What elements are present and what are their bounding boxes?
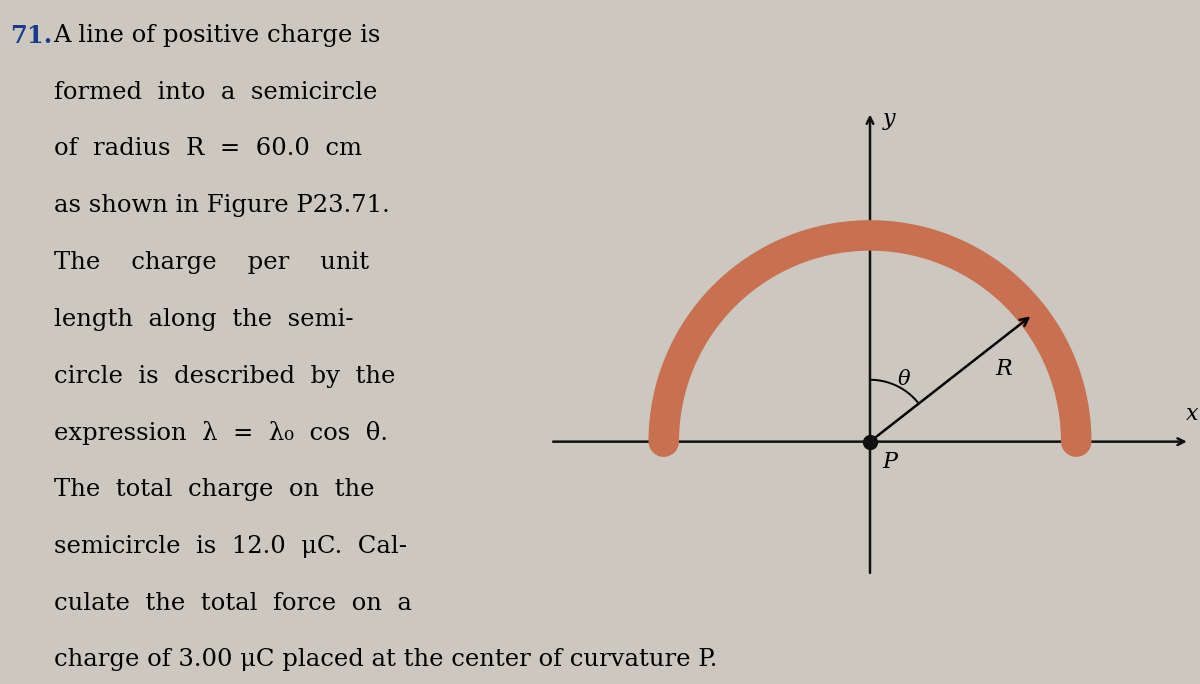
Text: A line of positive charge is: A line of positive charge is xyxy=(54,24,380,47)
Text: θ: θ xyxy=(898,370,911,389)
Text: circle  is  described  by  the: circle is described by the xyxy=(54,365,395,388)
Text: semicircle  is  12.0  μC.  Cal-: semicircle is 12.0 μC. Cal- xyxy=(54,535,407,558)
Text: P: P xyxy=(882,451,898,473)
Text: as shown in Figure P23.71.: as shown in Figure P23.71. xyxy=(54,194,389,218)
Text: expression  λ  =  λ₀  cos  θ.: expression λ = λ₀ cos θ. xyxy=(54,421,388,445)
Text: 71.: 71. xyxy=(10,24,53,48)
Text: x: x xyxy=(1186,403,1198,425)
Text: length  along  the  semi-: length along the semi- xyxy=(54,308,353,331)
Text: R: R xyxy=(996,358,1013,380)
Text: y: y xyxy=(882,107,895,129)
Text: charge of 3.00 μC placed at the center of curvature P.: charge of 3.00 μC placed at the center o… xyxy=(54,648,716,672)
Text: of  radius  R  =  60.0  cm: of radius R = 60.0 cm xyxy=(54,137,361,161)
Text: The    charge    per    unit: The charge per unit xyxy=(54,251,368,274)
Text: formed  into  a  semicircle: formed into a semicircle xyxy=(54,81,377,104)
Text: culate  the  total  force  on  a: culate the total force on a xyxy=(54,592,412,615)
Text: The  total  charge  on  the: The total charge on the xyxy=(54,478,374,501)
